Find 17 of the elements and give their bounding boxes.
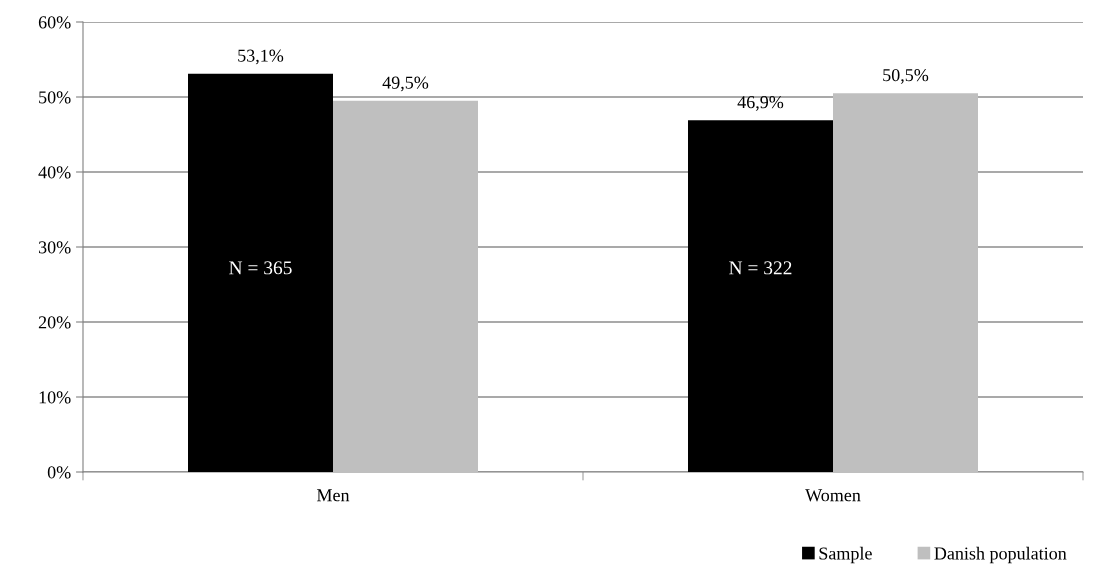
- x-tick-label: Men: [316, 489, 350, 502]
- y-tick-label: 60%: [38, 16, 71, 29]
- annotation: N = 365: [229, 261, 292, 275]
- annotation: N = 322: [729, 261, 792, 275]
- y-tick-label: 20%: [38, 316, 71, 329]
- data-label: 50,5%: [883, 69, 929, 84]
- y-tick-label: 30%: [38, 241, 71, 254]
- legend-label: Sample: [819, 546, 872, 564]
- y-tick-label: 50%: [39, 91, 71, 104]
- legend-label: Danish population: [934, 546, 1067, 564]
- data-label: 49,5%: [382, 76, 429, 92]
- data-label: 46,9%: [737, 96, 784, 111]
- data-label: 53,1%: [238, 49, 284, 65]
- y-tick-label: 40%: [38, 166, 71, 179]
- y-tick-label: 0%: [47, 466, 71, 479]
- y-tick-label: 10%: [39, 391, 71, 404]
- x-tick-label: Women: [805, 489, 861, 502]
